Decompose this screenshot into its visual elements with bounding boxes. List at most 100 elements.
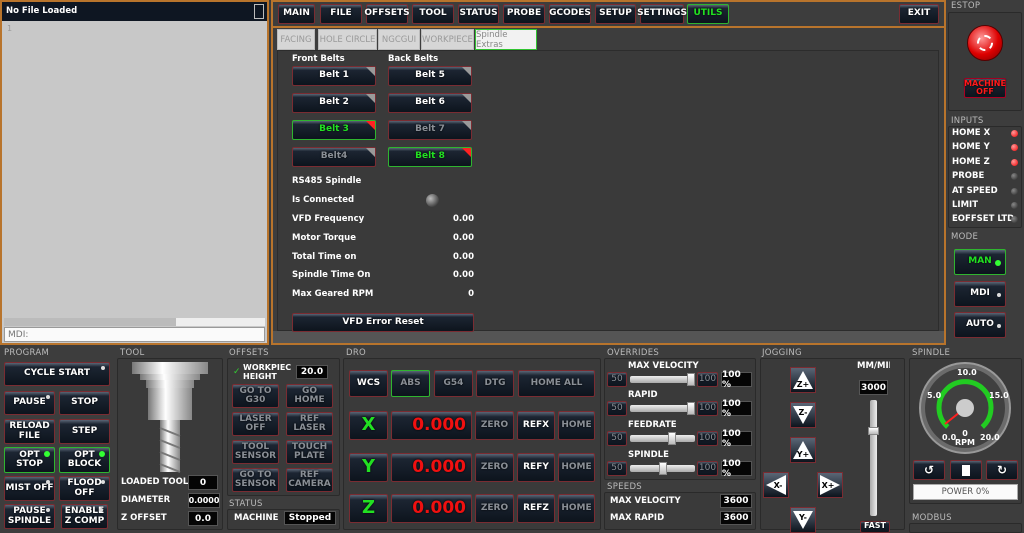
go-to-sensor-button[interactable]: GO TO SENSOR (232, 468, 279, 492)
jog-rate-value[interactable]: 3000 (859, 380, 888, 395)
ref-z-button[interactable]: REFZ (517, 494, 555, 523)
override-slider[interactable] (630, 462, 695, 475)
ref-x-button[interactable]: REFX (517, 411, 555, 440)
tab-status[interactable]: STATUS (458, 4, 499, 24)
flood-button[interactable]: FLOOD OFF (59, 476, 110, 501)
subtab-ngcgui[interactable]: NGCGUI (378, 29, 420, 50)
opt-block-button[interactable]: OPT BLOCK (59, 447, 110, 473)
belt-3-button[interactable]: Belt 3 (292, 120, 376, 140)
spindle-cw-button[interactable]: ↻ (986, 460, 1018, 480)
override-slider[interactable] (630, 373, 695, 386)
vfd-error-reset-button[interactable]: VFD Error Reset (292, 313, 474, 332)
tab-gcodes[interactable]: GCODES (549, 4, 591, 24)
belt-5-button[interactable]: Belt 5 (388, 66, 472, 86)
override-max-button[interactable]: 100 (697, 372, 718, 387)
exit-button[interactable]: EXIT (899, 4, 939, 24)
pause-spindle-button[interactable]: PAUSE SPINDLE (4, 504, 55, 529)
jog-z-minus-button[interactable]: Z- (790, 402, 816, 428)
horizontal-scrollbar[interactable] (4, 318, 265, 326)
override-min-button[interactable]: 50 (607, 401, 627, 416)
tab-main[interactable]: MAIN (278, 4, 315, 24)
step-button[interactable]: STEP (59, 419, 110, 444)
ref-y-button[interactable]: REFY (517, 453, 555, 482)
spindle-stop-button[interactable] (950, 460, 982, 480)
tab-utils[interactable]: UTILS (687, 4, 729, 24)
go-to-g30-button[interactable]: GO TO G30 (232, 384, 279, 408)
home-y-button[interactable]: HOME (558, 453, 595, 482)
jog-y-minus-button[interactable]: Y- (790, 507, 816, 533)
override-slider-handle[interactable] (687, 402, 695, 415)
mist-button[interactable]: MIST OFF (4, 476, 55, 501)
go-home-button[interactable]: GO HOME (286, 384, 333, 408)
dro-wcs-button[interactable]: WCS (349, 370, 388, 397)
subtab-workpiece[interactable]: WORKPIECE (421, 29, 474, 50)
jog-x-plus-button[interactable]: X+ (817, 472, 843, 498)
zero-z-button[interactable]: ZERO (475, 494, 514, 523)
override-min-button[interactable]: 50 (607, 431, 627, 446)
dro-abs-button[interactable]: ABS (391, 370, 430, 397)
zero-y-button[interactable]: ZERO (475, 453, 514, 482)
y-axis-label: Y (349, 453, 388, 482)
override-slider[interactable] (630, 432, 695, 445)
fast-button[interactable]: FAST (860, 521, 890, 533)
belt-1-button[interactable]: Belt 1 (292, 66, 376, 86)
ref-camera-button[interactable]: REF CAMERA (286, 468, 333, 492)
laser-off-button[interactable]: LASER OFF (232, 412, 279, 436)
dro-dtg-button[interactable]: DTG (476, 370, 514, 397)
spindle-ccw-button[interactable]: ↺ (913, 460, 945, 480)
workpiece-check-icon[interactable]: ✓ (233, 367, 241, 377)
home-x-button[interactable]: HOME (558, 411, 595, 440)
reload-file-button[interactable]: RELOAD FILE (4, 419, 55, 444)
tool-sensor-button[interactable]: TOOL SENSOR (232, 440, 279, 464)
ref-laser-button[interactable]: REF LASER (286, 412, 333, 436)
jog-x-minus-button[interactable]: X- (763, 472, 789, 498)
belt-8-button[interactable]: Belt 8 (388, 147, 472, 167)
jog-z-plus-button[interactable]: Z+ (790, 367, 816, 393)
belt-4-button[interactable]: Belt4 (292, 147, 376, 167)
override-max-button[interactable]: 100 (697, 431, 718, 446)
tab-settings[interactable]: SETTINGS (637, 4, 687, 24)
mdi-input[interactable] (4, 327, 265, 342)
machine-off-button[interactable]: MACHINE OFF (964, 78, 1006, 98)
mode-man-button[interactable]: MAN (954, 249, 1006, 275)
mode-auto-button[interactable]: AUTO (954, 312, 1006, 338)
belt-6-button[interactable]: Belt 6 (388, 93, 472, 113)
touch-plate-button[interactable]: TOUCH PLATE (286, 440, 333, 464)
dro-g54-button[interactable]: G54 (434, 370, 473, 397)
cycle-start-button[interactable]: CYCLE START (4, 362, 110, 386)
tab-tool[interactable]: TOOL (412, 4, 454, 24)
jog-y-plus-button[interactable]: Y+ (790, 437, 816, 463)
zero-x-button[interactable]: ZERO (475, 411, 514, 440)
home-all-button[interactable]: HOME ALL (518, 370, 595, 397)
override-slider[interactable] (630, 402, 695, 415)
workpiece-height-value[interactable]: 20.0 (296, 365, 328, 379)
estop-button[interactable] (967, 25, 1003, 61)
tab-probe[interactable]: PROBE (503, 4, 545, 24)
workpiece-height-label: WORKPIEC HEIGHT (243, 363, 292, 381)
file-menu-button[interactable] (254, 4, 264, 19)
override-slider-handle[interactable] (687, 373, 695, 386)
override-max-button[interactable]: 100 (697, 401, 718, 416)
home-z-button[interactable]: HOME (558, 494, 595, 523)
override-min-button[interactable]: 50 (607, 372, 627, 387)
override-min-button[interactable]: 50 (607, 461, 627, 476)
subtab-facing[interactable]: FACING (277, 29, 315, 50)
mode-mdi-button[interactable]: MDI (954, 281, 1006, 307)
subtab-hole-circle[interactable]: HOLE CIRCLE (318, 29, 377, 50)
override-slider-handle[interactable] (668, 432, 677, 445)
tab-file[interactable]: FILE (320, 4, 362, 24)
tab-setup[interactable]: SETUP (595, 4, 636, 24)
belt-2-button[interactable]: Belt 2 (292, 93, 376, 113)
belt-7-button[interactable]: Belt 7 (388, 120, 472, 140)
pause-button[interactable]: PAUSE (4, 391, 55, 415)
subtab-spindle-extras[interactable]: Spindle Extras (475, 29, 537, 50)
enable-z-comp-button[interactable]: ENABLE Z COMP (61, 504, 108, 529)
jog-rate-slider-handle[interactable] (868, 427, 879, 435)
inputs-panel (948, 126, 1022, 228)
override-max-button[interactable]: 100 (697, 461, 718, 476)
opt-stop-button[interactable]: OPT STOP (4, 447, 55, 473)
tab-offsets[interactable]: OFFSETS (364, 4, 410, 24)
jog-rate-slider[interactable] (868, 400, 879, 516)
override-slider-handle[interactable] (658, 462, 667, 475)
stop-button[interactable]: STOP (59, 391, 110, 415)
